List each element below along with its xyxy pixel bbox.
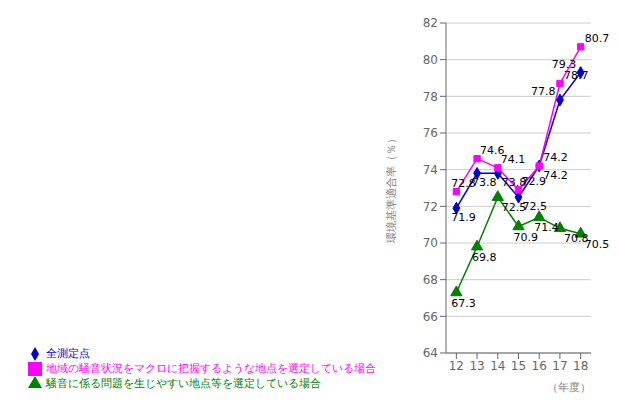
html-text:地域の騒音状況をマクロに把握するような地点を選定している場合: 地域の騒音状況をマクロに把握するような地点を選定している場合	[46, 362, 376, 375]
svg-text:77.8: 77.8	[531, 85, 556, 98]
svg-text:74.2: 74.2	[543, 151, 568, 164]
svg-text:72.5: 72.5	[502, 201, 527, 214]
html-text:73.8 73.8: 73.8 73.8	[472, 176, 527, 190]
svg-text:（年度）: （年度）	[547, 381, 591, 394]
svg-text:76: 76	[423, 126, 438, 140]
svg-text:82: 82	[423, 16, 438, 30]
svg-text:12: 12	[449, 359, 464, 373]
svg-text:14: 14	[490, 359, 505, 373]
svg-text:71.4: 71.4	[534, 221, 559, 234]
svg-text:74.1: 74.1	[501, 153, 526, 166]
svg-text:72.8: 72.8	[451, 177, 476, 190]
svg-text:17: 17	[552, 359, 567, 373]
svg-text:72.5: 72.5	[522, 200, 547, 214]
svg-text:18: 18	[573, 359, 588, 373]
svg-text:70: 70	[423, 236, 438, 250]
html-text:騒音に係る問題を生じやすい地点等を選定している場合: 騒音に係る問題を生じやすい地点等を選定している場合	[46, 377, 321, 390]
svg-text:71.9: 71.9	[451, 211, 476, 224]
svg-text:69.8: 69.8	[472, 251, 497, 264]
svg-text:78: 78	[423, 90, 438, 104]
svg-text:72: 72	[423, 200, 438, 214]
svg-text:80.7: 80.7	[585, 32, 610, 45]
svg-text:環境基準適合率（％）: 環境基準適合率（％）	[385, 133, 398, 243]
svg-text:70.9: 70.9	[513, 230, 538, 244]
svg-text:80: 80	[423, 53, 438, 67]
svg-text:15: 15	[511, 359, 526, 373]
svg-text:70.5: 70.5	[585, 238, 610, 251]
svg-text:67.3: 67.3	[451, 297, 476, 310]
svg-text:16: 16	[532, 359, 547, 373]
html-text:全測定点: 全測定点	[46, 347, 90, 360]
svg-text:13: 13	[469, 359, 484, 373]
svg-text:66: 66	[423, 310, 438, 324]
svg-text:74.6: 74.6	[480, 143, 505, 157]
svg-text:72.9: 72.9	[522, 175, 547, 188]
svg-text:79.3: 79.3	[551, 57, 577, 71]
svg-text:74: 74	[423, 163, 438, 177]
svg-text:74.2: 74.2	[543, 169, 568, 182]
svg-text:68: 68	[423, 273, 438, 287]
svg-text:78.7: 78.7	[564, 69, 589, 82]
svg-text:64: 64	[423, 346, 438, 360]
svg-text:70.8: 70.8	[563, 232, 589, 246]
